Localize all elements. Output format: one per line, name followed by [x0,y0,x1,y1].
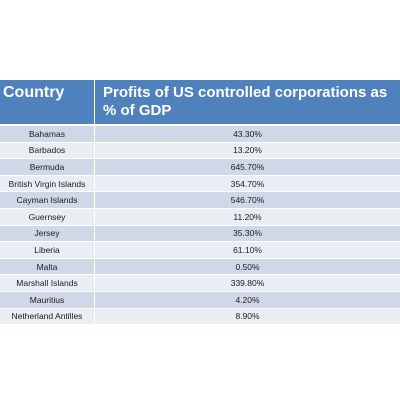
table-header: Country Profits of US controlled corpora… [0,80,400,126]
cell-profit-value: 546.70% [94,191,400,209]
header-row: Country Profits of US controlled corpora… [0,80,400,126]
table-row: Bahamas 43.30% [0,124,400,143]
cell-country: Cayman Islands [0,191,95,209]
cell-profit-value: 43.30% [94,124,400,143]
cell-country: British Virgin Islands [0,174,95,192]
cell-profit-value: 35.30% [94,224,400,242]
cell-profit-value: 13.20% [94,141,400,159]
table-row: Malta 0.50% [0,257,400,275]
cell-country: Marshall Islands [0,274,95,292]
cell-country: Malta [0,257,95,275]
cell-country: Liberia [0,241,95,259]
cell-profit-value: 645.70% [94,158,400,176]
table-row: Barbados 13.20% [0,141,400,159]
table-row: British Virgin Islands 354.70% [0,174,400,192]
cell-country: Netherland Antilles [0,307,95,325]
cell-profit-value: 8.90% [94,307,400,325]
table-row: Jersey 35.30% [0,224,400,242]
cell-profit-value: 4.20% [94,290,400,309]
table-row: Cayman Islands 546.70% [0,191,400,209]
table-row: Marshall Islands 339.80% [0,274,400,292]
profits-table-container: Country Profits of US controlled corpora… [0,80,400,325]
cell-country: Guernsey [0,207,95,226]
cell-profit-value: 354.70% [94,174,400,192]
table-row: Mauritius 4.20% [0,290,400,309]
cell-country: Bahamas [0,124,95,143]
header-country: Country [0,80,95,126]
cell-country: Barbados [0,141,95,159]
table-row: Bermuda 645.70% [0,158,400,176]
cell-country: Jersey [0,224,95,242]
cell-profit-value: 0.50% [94,257,400,275]
cell-profit-value: 61.10% [94,241,400,259]
header-profit: Profits of US controlled corporations as… [94,80,400,126]
table-row: Netherland Antilles 8.90% [0,307,400,325]
cell-country: Mauritius [0,290,95,309]
profits-table: Country Profits of US controlled corpora… [0,80,400,325]
table-body: Bahamas 43.30% Barbados 13.20% Bermuda 645.70… [0,124,400,325]
table-row: Guernsey 11.20% [0,207,400,226]
cell-profit-value: 339.80% [94,274,400,292]
cell-profit-value: 11.20% [94,207,400,226]
table-row: Liberia 61.10% [0,241,400,259]
cell-country: Bermuda [0,158,95,176]
